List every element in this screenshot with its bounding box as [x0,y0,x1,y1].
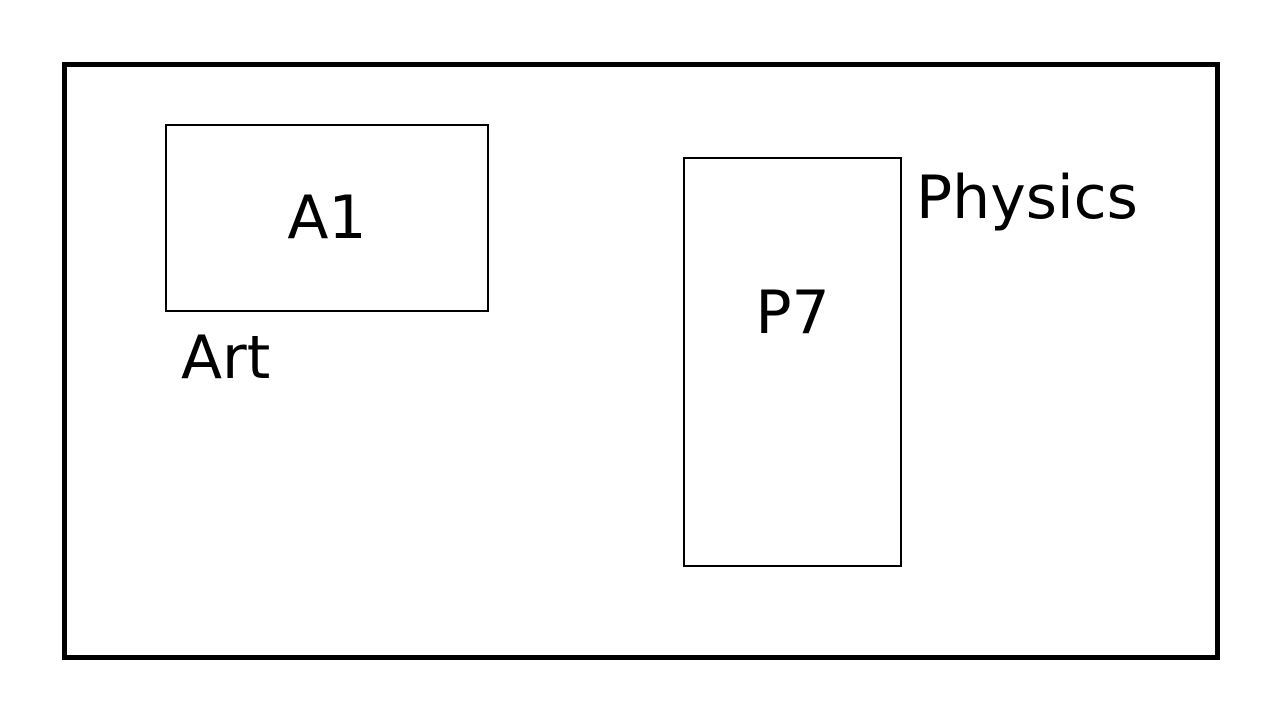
room-p7-code: P7 [755,278,830,348]
room-p7: P7 [683,157,902,567]
building-outline [62,62,1220,660]
room-a1: A1 [165,124,489,312]
room-a1-code: A1 [287,183,367,253]
room-p7-label: Physics [916,163,1138,233]
room-a1-label: Art [181,323,271,393]
